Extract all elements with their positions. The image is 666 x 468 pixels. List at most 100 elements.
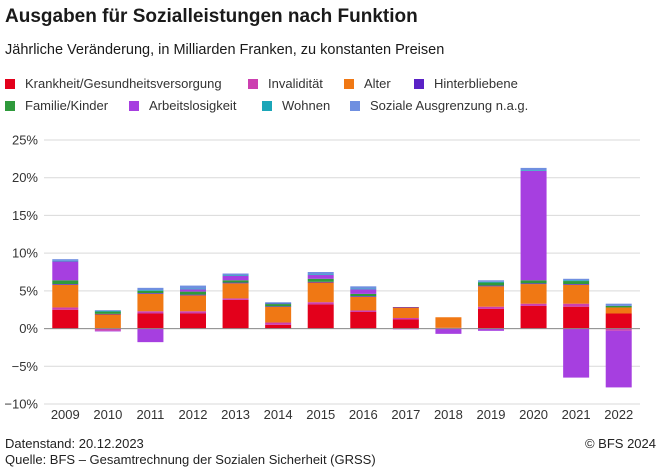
bar-segment — [265, 302, 292, 304]
bar-segment — [52, 259, 79, 261]
bar-segment — [265, 322, 292, 325]
x-tick-label: 2019 — [477, 407, 506, 422]
y-tick-label: 10% — [12, 246, 38, 261]
legend-swatch-alter — [344, 78, 354, 89]
x-tick-label: 2010 — [93, 407, 122, 422]
y-tick-label: 5% — [19, 283, 38, 298]
bar-segment — [435, 317, 462, 328]
legend-label-familie: Familie/Kinder — [25, 98, 109, 113]
x-tick-label: 2020 — [519, 407, 548, 422]
x-tick-label: 2016 — [349, 407, 378, 422]
bar-segment — [350, 296, 377, 297]
y-tick-label: 25% — [12, 133, 38, 148]
bar-segment — [520, 167, 547, 171]
x-tick-label: 2017 — [391, 407, 420, 422]
bar-segment — [350, 310, 377, 312]
legend-label-invaliditaet: Invalidität — [268, 76, 323, 91]
x-tick-label: 2021 — [562, 407, 591, 422]
bar-segment — [180, 313, 206, 329]
bar-segment — [478, 281, 504, 283]
bar-segment — [137, 293, 164, 312]
bar-segment — [222, 299, 249, 329]
y-tick-label: 15% — [12, 208, 38, 223]
bar-segment — [94, 314, 121, 329]
bar-segment — [350, 293, 377, 297]
legend-label-alter: Alter — [364, 76, 391, 91]
bar-segment — [180, 288, 206, 290]
bar-segment — [94, 310, 121, 311]
bar-segment — [520, 170, 547, 171]
bar-segment — [180, 285, 206, 289]
bar-segment — [52, 284, 79, 285]
bar-segment — [563, 278, 590, 281]
bar-segment — [307, 282, 334, 303]
bar-segment — [94, 328, 121, 331]
chart-title: Ausgaben für Sozialleistungen nach Funkt… — [5, 6, 418, 27]
bar-segment — [94, 310, 121, 312]
axis-labels-layer: −10% −5% 0% 5% 10% 15% 20% 25% 2009 2010 2011 2012 2… — [4, 133, 633, 423]
bar-segment — [222, 298, 249, 300]
bar-segment — [605, 305, 632, 308]
bar-segment — [137, 311, 164, 314]
bar-segment — [392, 318, 419, 320]
bar-segment — [137, 293, 164, 294]
footer-quelle: Quelle: BFS – Gesamtrechnung der Soziale… — [5, 452, 376, 467]
legend-swatch-invaliditaet — [248, 78, 258, 89]
bar-segment — [350, 286, 377, 289]
bar-segment — [180, 294, 206, 296]
bar-segment — [350, 289, 377, 294]
y-tick-label: −5% — [12, 359, 39, 374]
bar-segment — [52, 307, 79, 310]
bar-segment — [520, 170, 547, 281]
bar-segment — [350, 311, 377, 329]
x-tick-label: 2015 — [306, 407, 335, 422]
y-tick-label: 20% — [12, 170, 38, 185]
legend-item-hinterbliebene: Hinterbliebene — [414, 76, 518, 91]
bar-segment — [307, 304, 334, 329]
legend-label-wohnen: Wohnen — [282, 98, 331, 113]
stacked-bar-chart: −10% −5% 0% 5% 10% 15% 20% 25% 2009 2010 2011 2012 2… — [4, 133, 640, 423]
bar-segment — [563, 306, 590, 329]
bar-segment — [350, 296, 377, 311]
bar-segment — [137, 290, 164, 291]
bars-layer — [52, 167, 632, 388]
x-tick-label: 2022 — [604, 407, 633, 422]
bar-segment — [520, 283, 547, 285]
bar-segment — [94, 311, 121, 314]
bar-segment — [605, 313, 632, 329]
bar-segment — [94, 330, 121, 332]
bar-segment — [222, 275, 249, 276]
bar-segment — [180, 295, 206, 312]
legend-item-familie: Familie/Kinder — [5, 98, 108, 113]
bar-segment — [307, 281, 334, 283]
legend-swatch-arbeitslosigkeit — [129, 100, 139, 111]
footer-datenstand: Datenstand: 20.12.2023 — [5, 436, 144, 451]
bar-segment — [52, 261, 79, 281]
legend-label-soziale-ausgrenzung: Soziale Ausgrenzung n.a.g. — [370, 98, 529, 113]
bar-segment — [478, 280, 504, 282]
legend-swatch-wohnen — [262, 100, 272, 111]
bar-segment — [520, 305, 547, 329]
grid-layer — [44, 139, 640, 405]
bar-segment — [392, 319, 419, 329]
bar-segment — [265, 306, 292, 323]
x-tick-label: 2012 — [179, 407, 208, 422]
bar-segment — [478, 308, 504, 329]
bar-segment — [52, 284, 79, 308]
bar-segment — [307, 278, 334, 282]
bar-segment — [563, 281, 590, 285]
bar-segment — [307, 272, 334, 275]
bar-segment — [265, 324, 292, 329]
bar-segment — [137, 290, 164, 294]
bar-segment — [605, 330, 632, 388]
bar-segment — [265, 306, 292, 307]
legend-label-krankheit: Krankheit/Gesundheitsversorgung — [25, 76, 222, 91]
legend-swatch-soziale-ausgrenzung — [350, 100, 360, 111]
bar-segment — [222, 282, 249, 284]
legend-label-hinterbliebene: Hinterbliebene — [434, 76, 518, 91]
y-tick-label: 0% — [19, 321, 38, 336]
bar-segment — [350, 288, 377, 290]
bar-segment — [180, 289, 206, 292]
legend-item-alter: Alter — [344, 76, 391, 91]
bar-segment — [563, 328, 590, 378]
